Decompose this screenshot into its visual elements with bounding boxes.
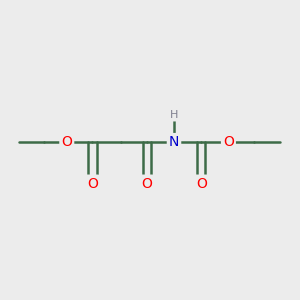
Text: O: O: [61, 135, 72, 149]
Text: H: H: [170, 110, 178, 120]
Text: O: O: [196, 177, 207, 190]
Text: N: N: [169, 135, 179, 149]
Text: O: O: [87, 177, 98, 190]
Text: O: O: [141, 177, 152, 190]
Text: O: O: [223, 135, 234, 149]
